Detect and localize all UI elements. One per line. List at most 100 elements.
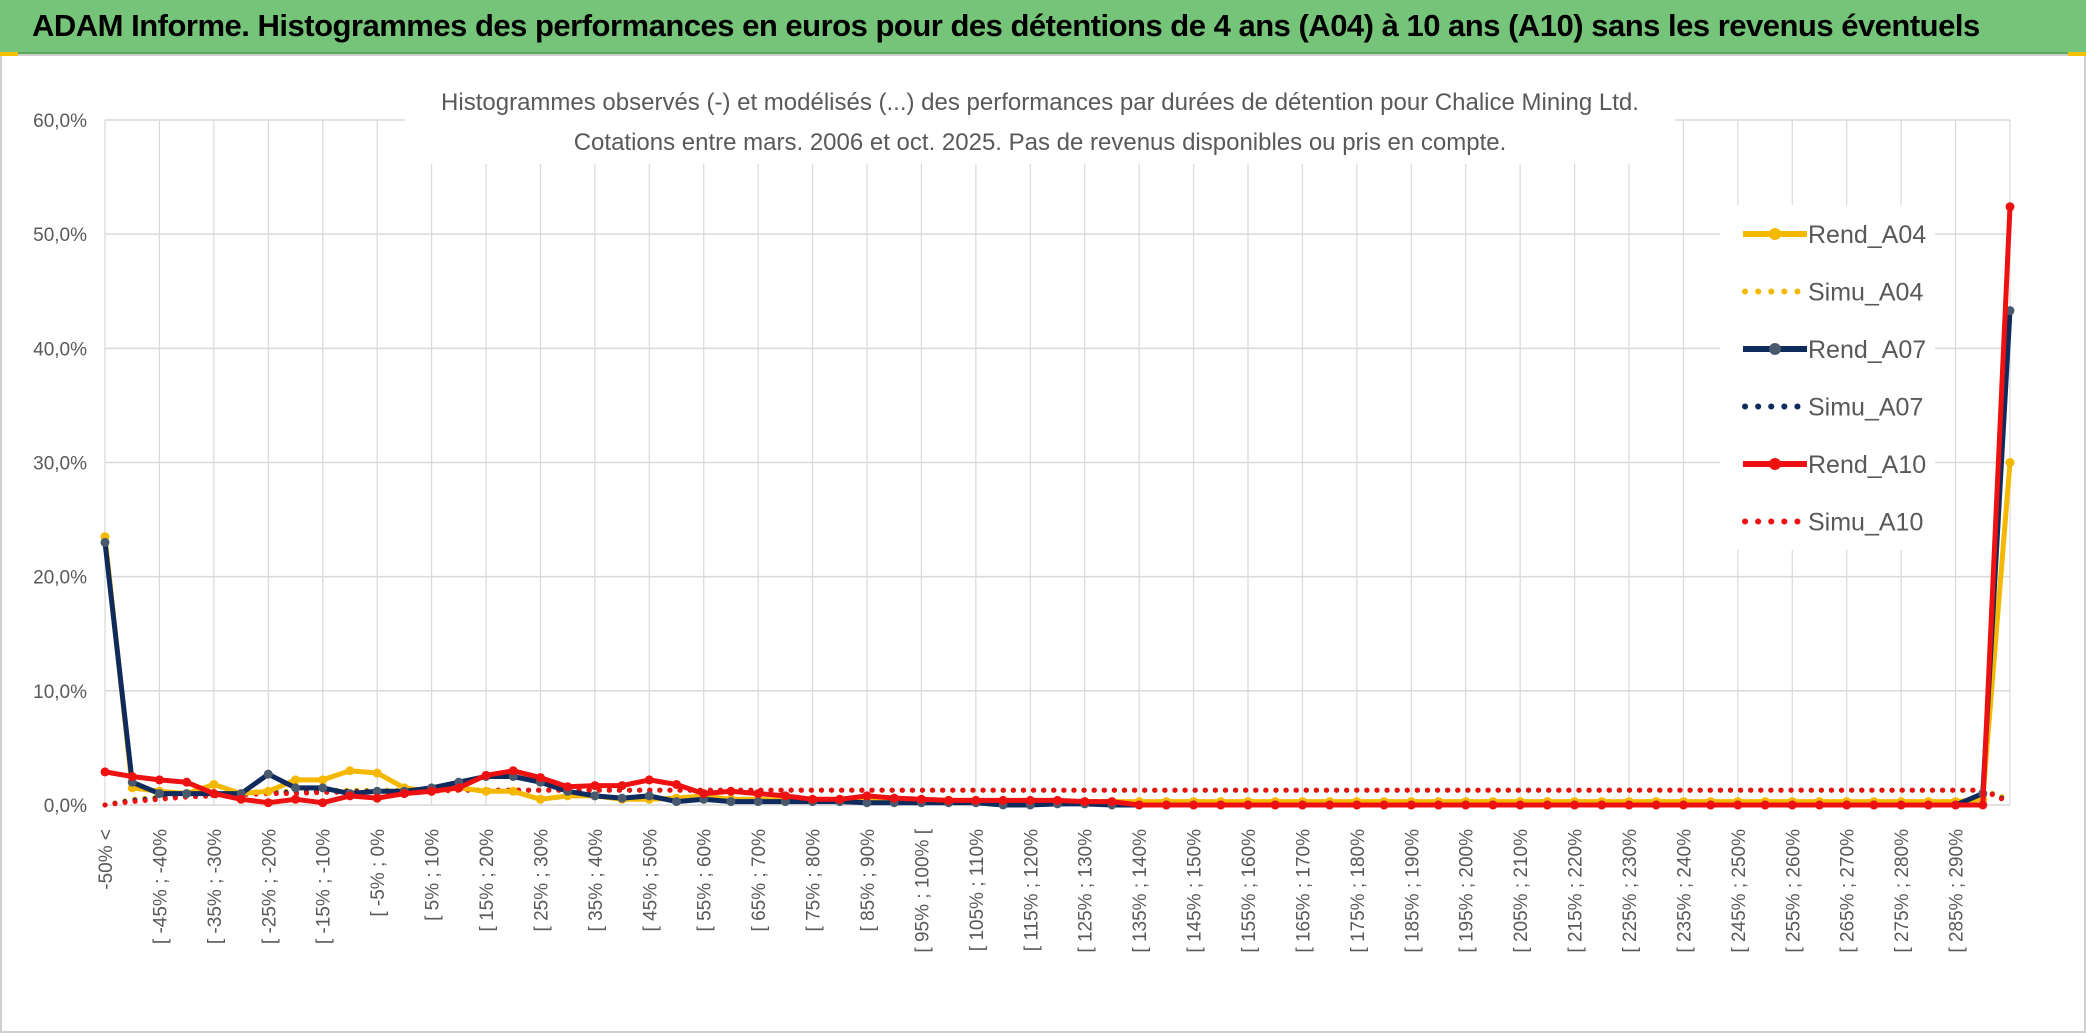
data-point	[644, 791, 654, 801]
data-point	[1080, 797, 1090, 807]
data-point	[726, 786, 736, 796]
data-point	[753, 797, 763, 807]
x-tick-label: [ 45% ; 50%	[640, 829, 661, 932]
data-point	[318, 798, 328, 808]
data-point	[154, 789, 164, 799]
x-tick-label: [ 195% ; 200%	[1457, 829, 1478, 953]
data-point	[481, 770, 491, 780]
data-point	[1297, 800, 1307, 810]
frame-corner-left	[0, 52, 18, 56]
data-point	[1869, 800, 1879, 810]
data-point	[753, 789, 763, 799]
data-point	[699, 789, 709, 799]
axis-labels: 0,0% 10,0% 20,0% 30,0% 40,0% 50,0% 60,0% -50% <…	[33, 111, 1967, 953]
legend-label: Simu_A10	[1808, 509, 1923, 537]
data-point	[508, 786, 518, 796]
data-point	[345, 791, 355, 801]
legend-item-simu-a07: Simu_A07	[1742, 394, 1923, 422]
legend-item-rend-a04: Rend_A04	[1743, 221, 1926, 249]
data-point	[644, 775, 654, 785]
data-point	[672, 797, 681, 807]
x-tick-label: [ -5% ; 0%	[368, 829, 389, 917]
x-tick-label: [ 95% ; 100% [	[912, 828, 933, 952]
data-point	[2005, 458, 2015, 467]
data-point	[617, 781, 627, 791]
data-point	[862, 791, 872, 801]
x-tick-label: [ 185% ; 190%	[1402, 829, 1423, 953]
legend: Rend_A04 Simu_A04 Rend_A07 Simu_A07 Rend_A10…	[1720, 205, 1935, 550]
x-tick-label: [ 255% ; 260%	[1783, 829, 1804, 953]
legend-item-rend-a10: Rend_A10	[1743, 451, 1926, 479]
x-tick-label: [ 285% ; 290%	[1947, 829, 1968, 953]
y-tick-label: 20,0%	[33, 568, 87, 589]
y-tick-label: 50,0%	[33, 225, 87, 246]
data-point	[590, 791, 600, 801]
y-tick-label: 10,0%	[33, 682, 87, 703]
data-point	[318, 783, 328, 793]
x-tick-label: [ 115% ; 120%	[1021, 829, 1042, 951]
x-tick-label: [ 225% ; 230%	[1620, 829, 1641, 953]
frame-corner-right	[2068, 52, 2086, 56]
chart-title-background	[405, 80, 1675, 164]
data-point	[1624, 800, 1634, 810]
data-point	[345, 766, 355, 776]
y-tick-label: 0,0%	[44, 796, 87, 817]
chart-title: Histogrammes observés (-) et modélisés (…	[441, 89, 1639, 116]
data-point	[1488, 800, 1498, 810]
series-layer	[100, 202, 2015, 810]
y-tick-label: 60,0%	[33, 111, 87, 132]
x-tick-label: [ -25% ; -20%	[259, 829, 280, 944]
x-tick-label: [ 265% ; 270%	[1838, 829, 1859, 953]
data-point	[318, 775, 328, 785]
data-point	[1461, 800, 1471, 810]
data-point	[889, 793, 899, 803]
data-point	[291, 775, 300, 785]
data-point	[1216, 800, 1226, 810]
data-point	[209, 789, 219, 799]
header-banner: ADAM Informe. Histogrammes des performan…	[0, 0, 2086, 54]
data-point	[100, 537, 110, 547]
x-tick-label: [ 215% ; 220%	[1566, 829, 1587, 953]
y-tick-label: 40,0%	[33, 339, 87, 360]
data-point	[1352, 800, 1362, 810]
data-point	[1270, 800, 1280, 810]
data-point	[399, 789, 409, 799]
data-point	[1706, 800, 1716, 810]
data-point	[291, 794, 300, 804]
x-tick-label: [ 275% ; 280%	[1892, 829, 1913, 953]
data-point	[1434, 800, 1443, 810]
data-point	[1978, 800, 1988, 810]
data-point	[263, 769, 273, 779]
x-tick-label: [ 125% ; 130%	[1076, 829, 1097, 953]
data-point	[508, 766, 518, 776]
data-point	[1134, 800, 1144, 810]
data-point	[835, 794, 845, 804]
series-line	[102, 787, 2013, 808]
x-tick-label: -50% <	[96, 829, 117, 890]
data-point	[916, 794, 926, 804]
data-point	[590, 781, 600, 791]
data-point	[209, 779, 219, 789]
data-point	[236, 794, 246, 804]
data-point	[1678, 800, 1688, 810]
x-tick-label: [ 75% ; 80%	[804, 829, 825, 932]
data-point	[1107, 797, 1117, 807]
data-point	[1760, 800, 1770, 810]
data-point	[563, 782, 573, 792]
data-point	[100, 767, 110, 777]
chart-subtitle: Cotations entre mars. 2006 et oct. 2025.…	[574, 129, 1507, 156]
legend-marker	[1769, 458, 1781, 470]
x-tick-label: [ 175% ; 180%	[1348, 829, 1369, 953]
data-point	[1951, 800, 1961, 810]
legend-marker	[1769, 343, 1781, 355]
legend-label: Simu_A04	[1808, 279, 1923, 307]
data-point	[1896, 800, 1906, 810]
x-tick-label: [ 15% ; 20%	[477, 829, 498, 932]
x-tick-label: [ -45% ; -40%	[150, 829, 171, 944]
data-point	[726, 797, 736, 807]
data-point	[291, 783, 300, 793]
x-tick-label: [ 25% ; 30%	[531, 829, 552, 932]
x-tick-label: [ 65% ; 70%	[749, 829, 770, 932]
legend-marker	[1769, 228, 1781, 240]
x-tick-label: [ -15% ; -10%	[314, 829, 335, 944]
